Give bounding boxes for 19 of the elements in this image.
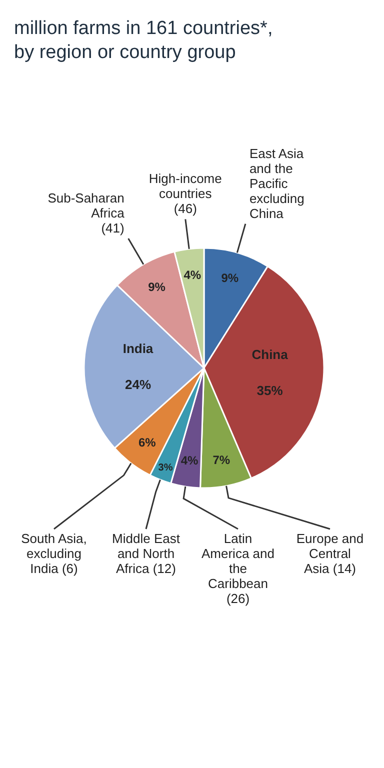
- chart-title: million farms in 161 countries*, by region or country group: [14, 18, 273, 63]
- slice-label: High-income countries (46): [148, 171, 222, 216]
- data-label: 3%: [158, 462, 173, 474]
- slice-label: Middle East and North Africa (12): [112, 531, 180, 576]
- data-label: 9%: [148, 280, 166, 294]
- slice-label: China: [252, 347, 289, 362]
- slice-label: South Asia, excluding India (6): [21, 531, 87, 576]
- data-label: 35%: [256, 383, 284, 398]
- data-label: 4%: [180, 453, 199, 468]
- data-label: 7%: [212, 452, 230, 467]
- slice-label: Sub-Saharan Africa (41): [48, 190, 126, 236]
- slice-label: India: [122, 340, 154, 356]
- slice-label: Europe and Central Asia (14): [296, 531, 364, 576]
- slice-label: East Asia and the Pacific excluding China: [249, 146, 304, 221]
- data-label: 6%: [138, 435, 156, 450]
- data-label: 9%: [221, 271, 239, 286]
- slice-label: Latin America and the Caribbean (26): [202, 531, 274, 606]
- data-label: 4%: [184, 268, 202, 282]
- data-label: 24%: [124, 376, 152, 392]
